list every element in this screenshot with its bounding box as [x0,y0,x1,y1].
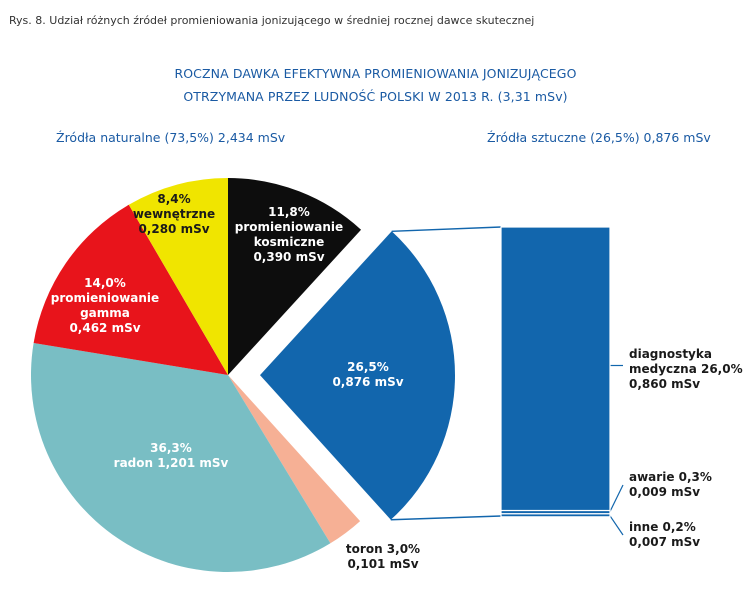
artificial-sources-heading: Źródła sztuczne (26,5%) 0,876 mSv [487,130,711,145]
pie-slice-sztuczne [259,231,455,520]
pie-slices [30,178,455,572]
connector-lines [390,226,624,536]
stacked-bar [500,226,611,518]
slice-label-radon: 36,3% radon 1,201 mSv [114,441,229,470]
connector-top [391,226,502,232]
bar-label-awarie: awarie 0,3% 0,009 mSv [629,470,712,499]
bar-label-diagnostyka-medyczna: diagnostyka medyczna 26,0% 0,860 mSv [629,347,743,391]
bar-segment-diagnostyka-medyczna [500,226,611,512]
pie-slice-wewnetrzne [128,178,228,375]
leader-awarie [609,484,624,512]
slice-label-sztuczne: 26,5% 0,876 mSv [332,360,403,389]
pie-slice-promieniowanie-gamma [33,204,229,375]
chart-title-line-2: OTRZYMANA PRZEZ LUDNOŚĆ POLSKI W 2013 R.… [183,89,568,104]
leader-inne [609,515,624,536]
chart-title-line-1: ROCZNA DAWKA EFEKTYWNA PROMIENIOWANIA JO… [174,66,577,81]
connector-bottom [390,515,502,521]
slice-label-wewnetrzne: 8,4% wewnętrzne 0,280 mSv [133,192,215,236]
slice-label-promieniowanie-gamma: 14,0% promieniowanie gamma 0,462 mSv [51,276,159,335]
pie-slice-promieniowanie-kosmiczne [228,178,362,375]
natural-sources-heading: Źródła naturalne (73,5%) 2,434 mSv [56,130,286,145]
bar-label-inne: inne 0,2% 0,007 mSv [629,520,700,549]
slice-label-promieniowanie-kosmiczne: 11,8% promieniowanie kosmiczne 0,390 mSv [235,205,343,264]
bar-segment-inne [500,513,611,518]
figure-caption: Rys. 8. Udział różnych źródeł promieniow… [9,14,535,27]
slice-label-toron: toron 3,0% 0,101 mSv [346,542,420,571]
pie-slice-toron [228,375,361,544]
chart-labels: 11,8% promieniowanie kosmiczne 0,390 mSv 26,… [51,192,743,571]
pie-slice-radon [30,342,331,572]
